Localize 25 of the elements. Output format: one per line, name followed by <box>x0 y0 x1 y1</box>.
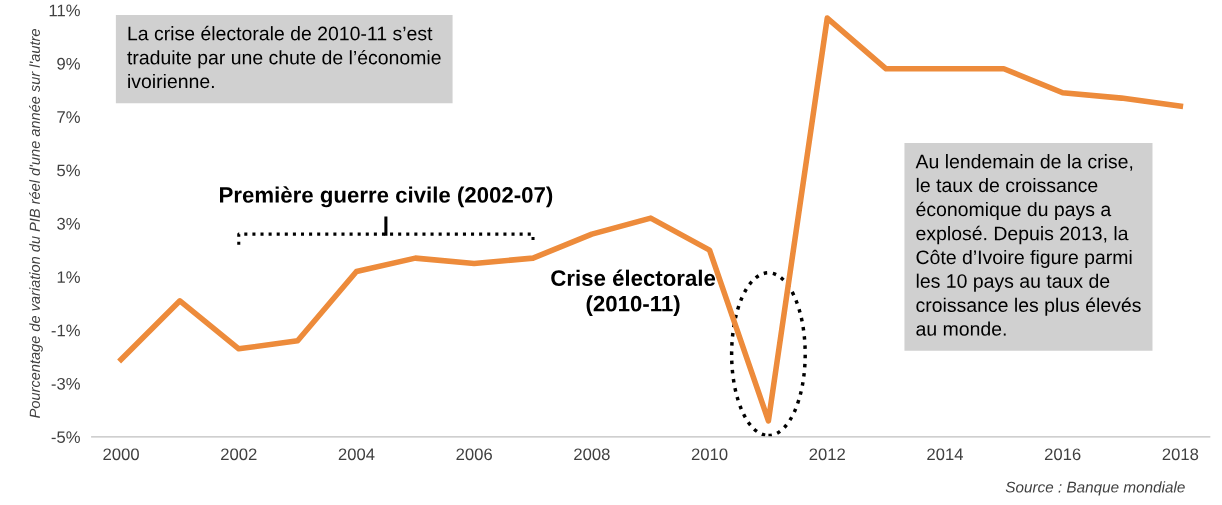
y-tick-label: 5% <box>57 164 80 177</box>
y-axis-title: Pourcentage de variation du PIB réel d'une année sur l'autre <box>29 29 43 418</box>
annotation: Première guerre civile (2002-07) <box>220 186 553 208</box>
y-tick-label: 7% <box>57 111 80 123</box>
y-tick-label: 9% <box>57 57 80 70</box>
x-tick-label: 2008 <box>574 448 610 461</box>
x-tick-label: 2010 <box>691 448 728 461</box>
x-tick-label: 2014 <box>927 448 964 461</box>
annotation: Au lendemain de la crise, le taux de croissance économique du pays a explosé. Depuis 2013, la Côte d’Ivoire figure parmi les 10 pays au taux de croissance les plus élevés au monde. <box>915 154 1141 336</box>
annotation: La crise électorale de 2010-11 s’est traduite par une chute de l’économie ivoirienne. <box>127 25 441 89</box>
y-tick-label: 1% <box>57 271 80 283</box>
y-tick-label: -1% <box>51 324 80 337</box>
y-tick-label: -5% <box>51 431 80 444</box>
x-tick-label: 2012 <box>809 448 845 461</box>
annotation: Crise électorale (2010-11) <box>551 269 716 316</box>
x-tick-label: 2016 <box>1044 448 1081 461</box>
y-tick-label: -3% <box>51 377 80 390</box>
y-tick-label: 3% <box>57 217 80 230</box>
x-tick-label: 2006 <box>456 448 492 461</box>
x-tick-label: 2018 <box>1162 448 1199 461</box>
x-tick-label: 2004 <box>338 448 375 461</box>
x-tick-label: 2002 <box>221 448 257 461</box>
source-note: Source : Banque mondiale <box>1005 481 1185 496</box>
y-tick-label: 11% <box>49 4 80 17</box>
x-tick-label: 2000 <box>103 448 139 461</box>
